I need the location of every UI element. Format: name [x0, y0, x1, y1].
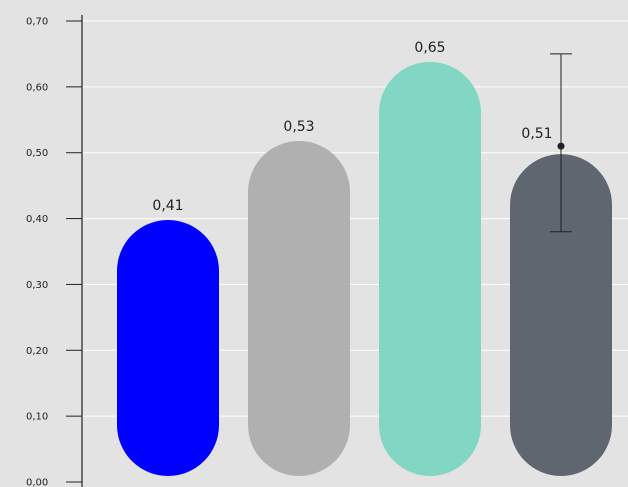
- data-label: 0,65: [414, 40, 445, 56]
- data-label: 0,53: [283, 119, 314, 135]
- y-tick-label: 0,00: [26, 478, 48, 487]
- bar: [248, 140, 350, 476]
- data-label: 0,51: [521, 126, 552, 142]
- mean-marker: [557, 142, 565, 150]
- y-tick-label: 0,40: [26, 214, 48, 225]
- y-axis: 0,00 0,10 0,20 0,30 0,40 0,50 0,60 0,70: [26, 15, 83, 487]
- y-tick-label: 0,30: [26, 280, 48, 291]
- value-labels: 0,41 0,53 0,65 0,51: [152, 40, 572, 233]
- bar: [510, 154, 612, 476]
- bar: [379, 61, 481, 477]
- bars: [117, 61, 612, 477]
- y-tick-label: 0,50: [26, 148, 48, 159]
- bar: [117, 219, 219, 476]
- y-tick-label: 0,20: [26, 346, 48, 357]
- y-tick-label: 0,10: [26, 412, 48, 423]
- data-label: 0,41: [152, 198, 183, 214]
- y-tick-label: 0,70: [26, 17, 48, 28]
- y-tick-label: 0,60: [26, 82, 48, 93]
